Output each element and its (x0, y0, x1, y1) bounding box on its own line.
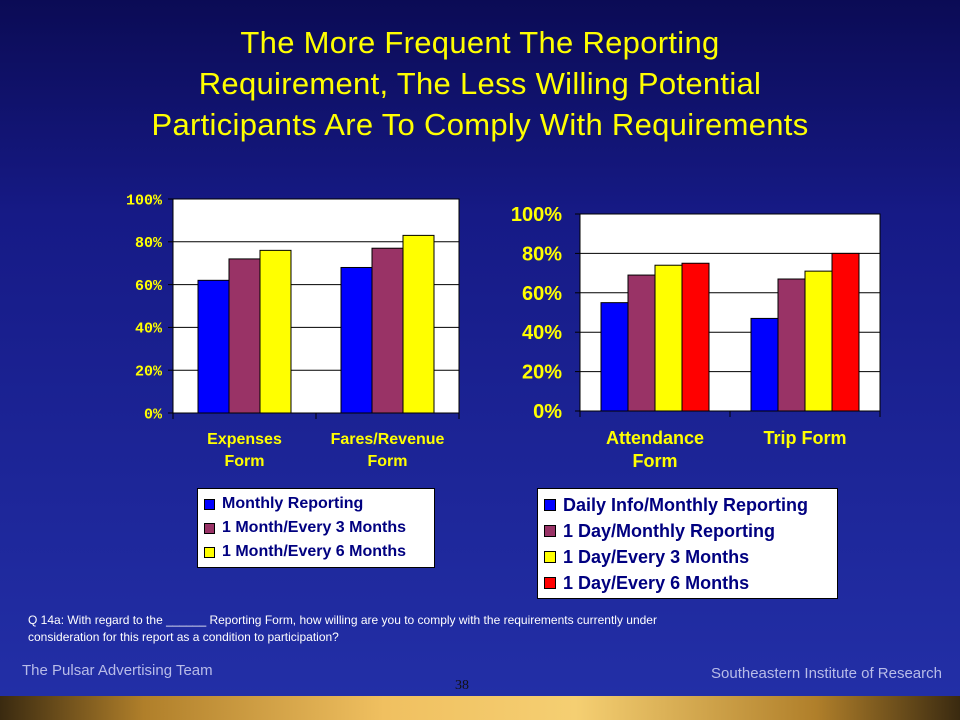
legend-label: Daily Info/Monthly Reporting (563, 494, 808, 515)
bar (259, 249, 292, 414)
y-tick-label: 20% (522, 362, 562, 384)
bar (600, 302, 629, 412)
x-category-label: Form (633, 451, 678, 471)
legend-attendance-trip: Daily Info/Monthly Reporting 1 Day/Monthl… (537, 488, 838, 599)
x-category-label: Attendance (606, 428, 704, 448)
legend-item: 1 Day/Monthly Reporting (544, 518, 831, 544)
bar (804, 270, 833, 412)
bar (831, 252, 860, 412)
y-tick-label: 80% (135, 235, 163, 252)
legend-swatch (204, 522, 215, 534)
legend-item: Monthly Reporting (204, 492, 428, 516)
y-tick-label: 100% (511, 204, 562, 226)
legend-label: 1 Day/Every 3 Months (563, 546, 750, 567)
chart-right: 0% 20% 40% 60% 80% 100% Attendance Form Trip For… (511, 204, 881, 471)
bar (371, 247, 404, 414)
bar (750, 317, 779, 412)
bar (627, 274, 656, 412)
x-category-label: Fares/Revenue (331, 431, 445, 448)
x-category-label: Form (225, 453, 265, 470)
y-tick-label: 60% (522, 283, 562, 305)
bar (681, 262, 710, 412)
legend-swatch (544, 551, 556, 563)
page-number: 38 (455, 678, 469, 693)
bar (228, 258, 261, 414)
y-tick-label: 40% (522, 322, 562, 344)
legend-item: 1 Day/Every 6 Months (544, 570, 831, 596)
slide-title: The More Frequent The Reporting Requirem… (40, 22, 920, 145)
question-text: Q 14a: With regard to the ______ Reporti… (28, 613, 657, 644)
x-category-label: Expenses (207, 431, 282, 448)
title-line-2: Requirement, The Less Willing Potential (198, 66, 762, 101)
legend-label: Monthly Reporting (222, 495, 364, 512)
footer-institute: Southeastern Institute of Research (711, 665, 942, 682)
x-category-label: Trip Form (763, 428, 846, 448)
title-line-3: Participants Are To Comply With Requirem… (151, 107, 809, 142)
y-tick-label: 100% (126, 192, 163, 209)
legend-label: 1 Day/Every 6 Months (563, 572, 750, 593)
legend-expenses-fares: Monthly Reporting 1 Month/Every 3 Months 1… (197, 488, 435, 568)
x-category-label: Form (368, 453, 408, 470)
y-tick-label: 60% (135, 278, 163, 295)
legend-swatch (204, 546, 215, 558)
y-tick-label: 40% (135, 321, 163, 338)
y-tick-label: 80% (522, 243, 562, 265)
bottom-gold-bar (0, 696, 960, 720)
bar (402, 234, 435, 414)
legend-label: 1 Month/Every 3 Months (222, 519, 407, 536)
bar (340, 266, 373, 414)
legend-swatch (204, 498, 215, 510)
legend-item: 1 Day/Every 3 Months (544, 544, 831, 570)
bar (654, 264, 683, 412)
bar (777, 278, 806, 412)
legend-label: 1 Month/Every 6 Months (222, 543, 407, 560)
y-tick-label: 0% (144, 406, 163, 423)
legend-swatch (544, 499, 556, 511)
chart-left: 0% 20% 40% 60% 80% 100% Expenses Form Fares/Reve… (126, 192, 460, 470)
legend-item: Daily Info/Monthly Reporting (544, 492, 831, 518)
y-tick-label: 0% (533, 401, 562, 423)
legend-label: 1 Day/Monthly Reporting (563, 520, 776, 541)
title-line-1: The More Frequent The Reporting (240, 25, 720, 60)
footer-team: The Pulsar Advertising Team (22, 662, 213, 679)
legend-swatch (544, 577, 556, 589)
y-tick-label: 20% (135, 363, 163, 380)
bar (197, 279, 230, 414)
legend-item: 1 Month/Every 3 Months (204, 516, 428, 540)
legend-item: 1 Month/Every 6 Months (204, 540, 428, 564)
legend-swatch (544, 525, 556, 537)
